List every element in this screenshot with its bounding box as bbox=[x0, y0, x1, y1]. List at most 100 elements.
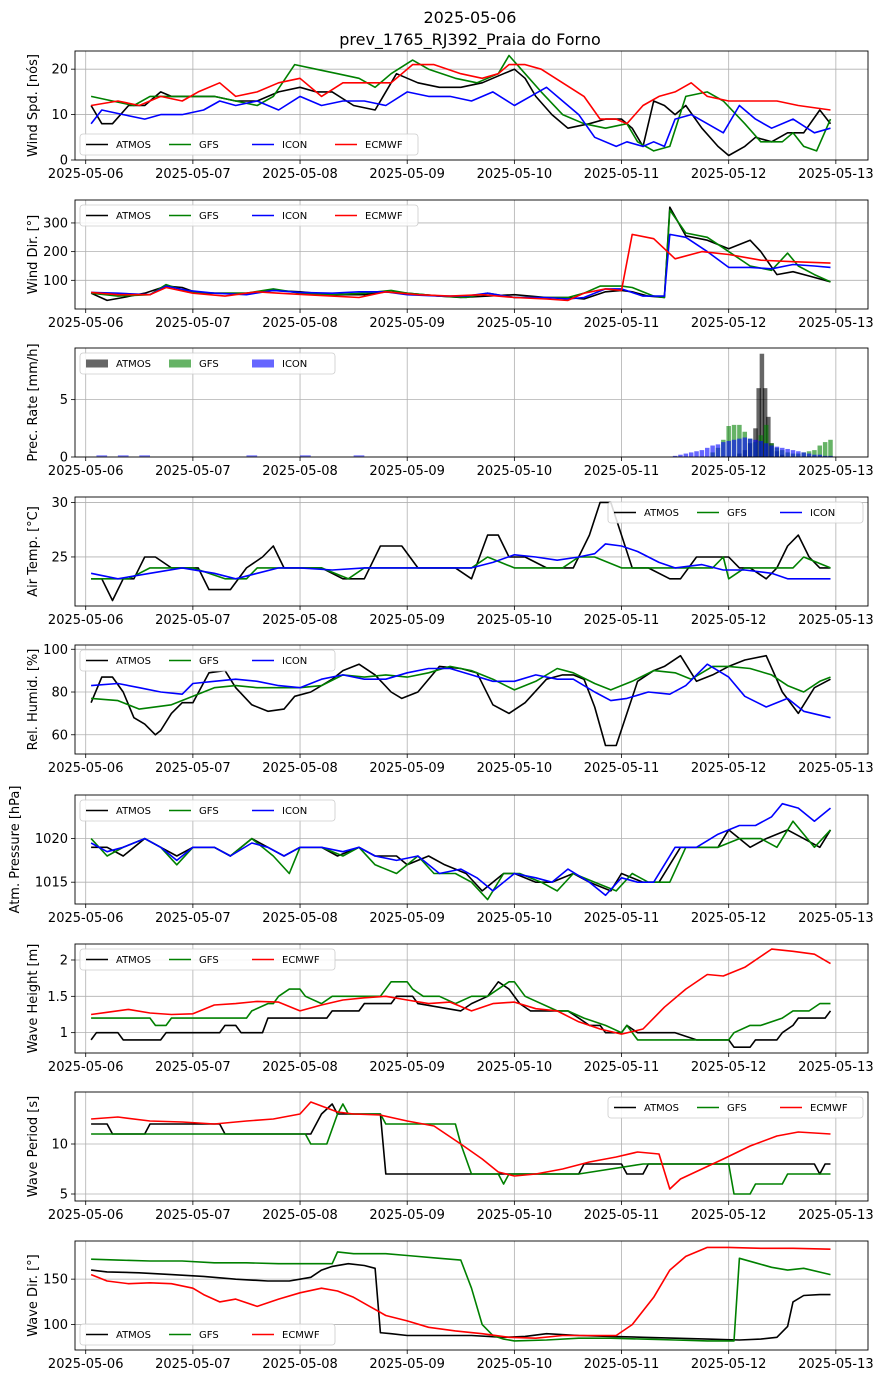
x-tick-label: 2025-05-06 bbox=[48, 761, 124, 776]
legend: ATMOS GFS ICON bbox=[607, 501, 864, 524]
legend-label-atmos: ATMOS bbox=[644, 508, 679, 519]
y-tick-label: 1020 bbox=[35, 832, 68, 847]
y-tick-label: 5 bbox=[60, 1188, 68, 1203]
legend-label-gfs: GFS bbox=[199, 955, 219, 966]
x-tick-label: 2025-05-12 bbox=[691, 613, 767, 628]
x-tick-label: 2025-05-07 bbox=[155, 613, 231, 628]
bar-icon bbox=[683, 453, 689, 457]
x-tick-label: 2025-05-13 bbox=[798, 464, 874, 479]
plot-area bbox=[91, 1101, 831, 1195]
series-line-ecmwf bbox=[90, 1246, 831, 1339]
legend-box bbox=[79, 133, 419, 156]
plot-area bbox=[90, 654, 831, 747]
legend-box bbox=[79, 1323, 336, 1346]
y-tick-label: 150 bbox=[43, 1273, 68, 1288]
x-tick-label: 2025-05-10 bbox=[477, 167, 553, 182]
legend-box bbox=[79, 649, 336, 672]
x-tick-label: 2025-05-07 bbox=[155, 761, 231, 776]
series-line-gfs bbox=[91, 1251, 831, 1342]
series-line-atmos bbox=[91, 1262, 831, 1341]
panels: 2025-05-06 2025-05-07 2025-05-08 2025-05-09… bbox=[8, 50, 874, 1372]
legend: ATMOS GFS ICON bbox=[79, 649, 336, 672]
y-tick-label: 0 bbox=[60, 154, 68, 169]
legend-box bbox=[79, 799, 336, 822]
x-tick-label: 2025-05-06 bbox=[48, 316, 124, 331]
x-tick-label: 2025-05-12 bbox=[691, 761, 767, 776]
x-tick-label: 2025-05-10 bbox=[477, 316, 553, 331]
x-tick-label: 2025-05-08 bbox=[262, 316, 338, 331]
series-line-atmos bbox=[90, 654, 831, 747]
legend-swatch-icon bbox=[252, 359, 274, 368]
bar-icon bbox=[742, 437, 748, 457]
series-line-atmos bbox=[91, 1103, 831, 1175]
x-tick-label: 2025-05-08 bbox=[262, 464, 338, 479]
x-tick-label: 2025-05-08 bbox=[262, 761, 338, 776]
axes-frame bbox=[74, 644, 869, 755]
y-tick-label: 100 bbox=[43, 643, 68, 658]
x-tick-label: 2025-05-07 bbox=[155, 1060, 231, 1075]
x-tick-label: 2025-05-10 bbox=[477, 1357, 553, 1372]
y-axis-label: Wind Spd. [nós] bbox=[26, 54, 41, 157]
y-axis-label: Wind Dir. [°] bbox=[26, 215, 41, 295]
series-line-ecmwf bbox=[90, 948, 831, 1035]
x-tick-label: 2025-05-08 bbox=[262, 613, 338, 628]
legend: ATMOS GFS ICON bbox=[79, 799, 336, 822]
x-tick-label: 2025-05-08 bbox=[262, 1060, 338, 1075]
y-tick-label: 1015 bbox=[35, 876, 68, 891]
figure-subtitle: prev_1765_RJ392_Praia do Forno bbox=[339, 30, 601, 50]
legend-label-icon: ICON bbox=[282, 806, 307, 817]
bar-gfs bbox=[828, 439, 833, 457]
legend-label-ecmwf: ECMWF bbox=[365, 140, 403, 151]
x-tick-label: 2025-05-09 bbox=[369, 911, 445, 926]
legend-label-ecmwf: ECMWF bbox=[810, 1103, 848, 1114]
x-tick-label: 2025-05-12 bbox=[691, 1208, 767, 1223]
legend-label-gfs: GFS bbox=[199, 656, 219, 667]
y-axis-label: Wave Dir. [°] bbox=[26, 1254, 41, 1337]
y-tick-label: 100 bbox=[43, 274, 68, 289]
series-line-ecmwf bbox=[90, 63, 831, 125]
bar-icon bbox=[753, 439, 758, 457]
legend-label-gfs: GFS bbox=[199, 359, 219, 370]
panel-wind_dir: 2025-05-06 2025-05-07 2025-05-08 2025-05-09… bbox=[26, 199, 874, 331]
series-line-gfs bbox=[91, 980, 831, 1041]
axes-frame bbox=[74, 199, 869, 310]
y-tick-label: 30 bbox=[51, 496, 68, 511]
x-tick-label: 2025-05-12 bbox=[691, 1060, 767, 1075]
x-tick-label: 2025-05-08 bbox=[262, 1208, 338, 1223]
bar-icon bbox=[790, 450, 796, 457]
legend-label-atmos: ATMOS bbox=[116, 1330, 151, 1341]
legend-label-ecmwf: ECMWF bbox=[365, 211, 403, 222]
bar-icon bbox=[801, 452, 806, 457]
bar-icon bbox=[721, 442, 726, 457]
axes-frame bbox=[74, 1091, 869, 1202]
x-tick-label: 2025-05-07 bbox=[155, 464, 231, 479]
bar-icon bbox=[806, 453, 812, 457]
panel-wave_height: 2025-05-06 2025-05-07 2025-05-08 2025-05-09… bbox=[26, 943, 874, 1075]
bar-icon bbox=[769, 445, 774, 457]
y-tick-label: 0 bbox=[60, 451, 68, 466]
y-tick-label: 10 bbox=[51, 108, 68, 123]
y-tick-label: 25 bbox=[51, 550, 68, 565]
plot-area bbox=[90, 802, 832, 901]
legend-label-icon: ICON bbox=[282, 656, 307, 667]
bar-atmos bbox=[759, 353, 765, 457]
legend-label-atmos: ATMOS bbox=[116, 359, 151, 370]
x-tick-label: 2025-05-10 bbox=[477, 911, 553, 926]
legend-swatch-gfs bbox=[169, 359, 191, 368]
x-tick-label: 2025-05-10 bbox=[477, 1060, 553, 1075]
y-tick-label: 5 bbox=[60, 393, 68, 408]
legend-box bbox=[79, 204, 419, 227]
bar-gfs bbox=[817, 445, 823, 457]
bar-icon bbox=[699, 450, 705, 457]
plot-area bbox=[90, 501, 831, 602]
bar-atmos bbox=[762, 388, 768, 457]
bar-icon bbox=[796, 451, 801, 457]
bar-icon bbox=[726, 440, 731, 457]
x-tick-label: 2025-05-12 bbox=[691, 464, 767, 479]
legend: ATMOS GFS ECMWF bbox=[79, 1323, 336, 1346]
y-axis-label: Rel. Humid. [%] bbox=[26, 649, 41, 751]
axes-frame bbox=[74, 794, 869, 905]
x-tick-label: 2025-05-13 bbox=[798, 1357, 874, 1372]
x-tick-label: 2025-05-12 bbox=[691, 911, 767, 926]
